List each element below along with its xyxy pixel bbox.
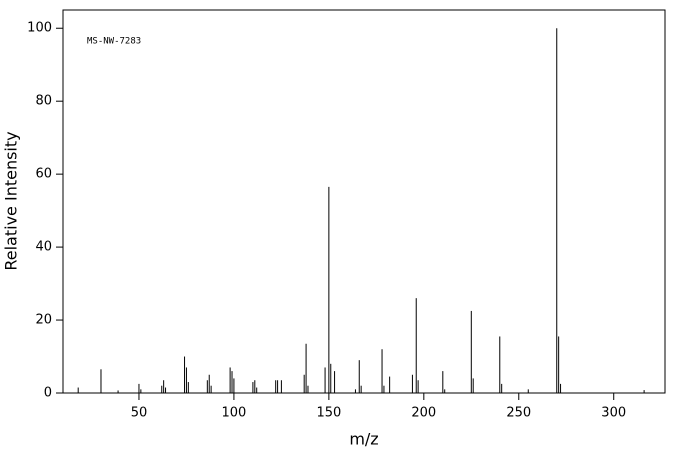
x-tick-label: 150 <box>316 406 341 421</box>
x-tick-label: 200 <box>411 406 436 421</box>
plot-frame <box>62 9 666 394</box>
x-tick-label: 300 <box>601 406 626 421</box>
y-tick-label: 40 <box>35 240 52 255</box>
y-tick-label: 100 <box>27 21 52 36</box>
y-tick-label: 60 <box>35 167 52 182</box>
x-tick-label: 250 <box>506 406 531 421</box>
y-tick-label: 0 <box>44 386 52 401</box>
x-tick-label: 50 <box>131 406 148 421</box>
x-axis-label: m/z <box>349 430 378 449</box>
y-tick-label: 80 <box>35 94 52 109</box>
annotation: MS-NW-7283 <box>87 37 141 47</box>
y-axis-label: Relative Intensity <box>2 131 21 270</box>
x-tick-label: 100 <box>222 406 247 421</box>
y-tick-label: 20 <box>35 313 52 328</box>
